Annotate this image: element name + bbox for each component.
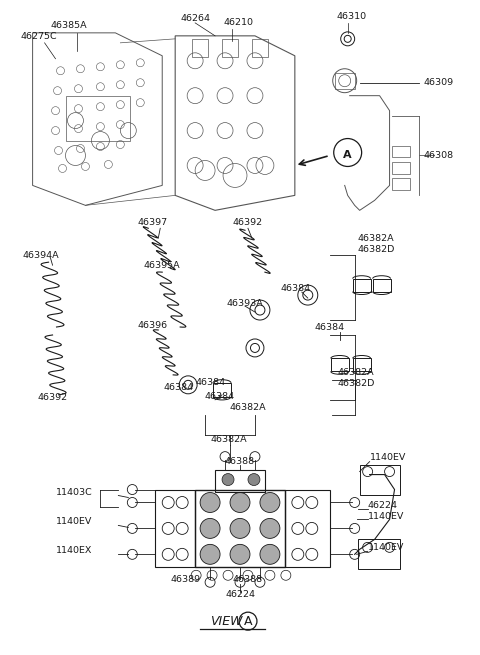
Bar <box>213 383 231 397</box>
Text: 46382D: 46382D <box>358 245 395 253</box>
Circle shape <box>260 519 280 538</box>
Text: 46224: 46224 <box>368 501 397 510</box>
Bar <box>195 489 285 567</box>
Bar <box>155 489 195 567</box>
Text: 46382A: 46382A <box>358 234 394 243</box>
Text: 46388: 46388 <box>225 457 255 466</box>
Text: 46384: 46384 <box>195 379 225 387</box>
Text: 46392: 46392 <box>37 393 68 402</box>
Text: 1140EV: 1140EV <box>56 517 92 526</box>
Bar <box>65 96 130 141</box>
Circle shape <box>200 544 220 565</box>
Bar <box>392 145 409 157</box>
Text: 46310: 46310 <box>336 12 367 22</box>
Text: 46393A: 46393A <box>227 299 264 308</box>
Circle shape <box>200 493 220 512</box>
Bar <box>372 278 391 291</box>
Text: 46384: 46384 <box>163 383 193 392</box>
Circle shape <box>260 544 280 565</box>
Bar <box>358 539 399 569</box>
Text: 46392: 46392 <box>233 218 263 227</box>
Text: 46388: 46388 <box>233 575 263 584</box>
Circle shape <box>222 474 234 485</box>
Text: 46384: 46384 <box>281 284 311 293</box>
Text: 1140EX: 1140EX <box>56 546 92 555</box>
Text: A: A <box>343 151 352 160</box>
Bar <box>335 73 355 88</box>
Text: 46382A: 46382A <box>211 435 247 444</box>
Bar <box>285 489 330 567</box>
Circle shape <box>260 493 280 512</box>
Text: 46275C: 46275C <box>20 32 57 41</box>
Text: 46389: 46389 <box>170 575 200 584</box>
Circle shape <box>248 474 260 485</box>
Text: 46382A: 46382A <box>338 368 374 377</box>
Bar <box>353 358 371 371</box>
Circle shape <box>200 519 220 538</box>
Text: 46396: 46396 <box>137 320 168 329</box>
Text: 46384: 46384 <box>205 392 235 402</box>
Bar <box>392 178 409 191</box>
Text: 46309: 46309 <box>423 78 454 87</box>
Bar <box>252 39 268 57</box>
Circle shape <box>230 493 250 512</box>
Bar <box>192 39 208 57</box>
Bar <box>353 278 371 291</box>
Text: 1140EV: 1140EV <box>368 512 404 521</box>
Bar <box>392 162 409 174</box>
Text: 46224: 46224 <box>225 590 255 599</box>
Text: VIEW: VIEW <box>210 614 242 627</box>
Text: 46384: 46384 <box>315 324 345 333</box>
Text: 46385A: 46385A <box>50 22 87 30</box>
Text: A: A <box>244 614 252 627</box>
Text: 46264: 46264 <box>180 14 210 24</box>
Text: 1140EV: 1140EV <box>368 543 404 552</box>
Bar <box>360 464 399 495</box>
Text: 1140EV: 1140EV <box>370 453 406 462</box>
Bar <box>331 358 348 371</box>
Text: 46210: 46210 <box>223 18 253 28</box>
Text: 11403C: 11403C <box>56 488 92 497</box>
Text: 46308: 46308 <box>423 151 454 160</box>
Text: 46394A: 46394A <box>23 251 59 260</box>
Circle shape <box>230 519 250 538</box>
Circle shape <box>230 544 250 565</box>
Text: 46382D: 46382D <box>338 379 375 388</box>
Text: 46397: 46397 <box>137 218 168 227</box>
Text: 46382A: 46382A <box>229 403 266 412</box>
Bar <box>215 470 265 491</box>
Bar <box>222 39 238 57</box>
Text: 46395A: 46395A <box>144 261 180 270</box>
